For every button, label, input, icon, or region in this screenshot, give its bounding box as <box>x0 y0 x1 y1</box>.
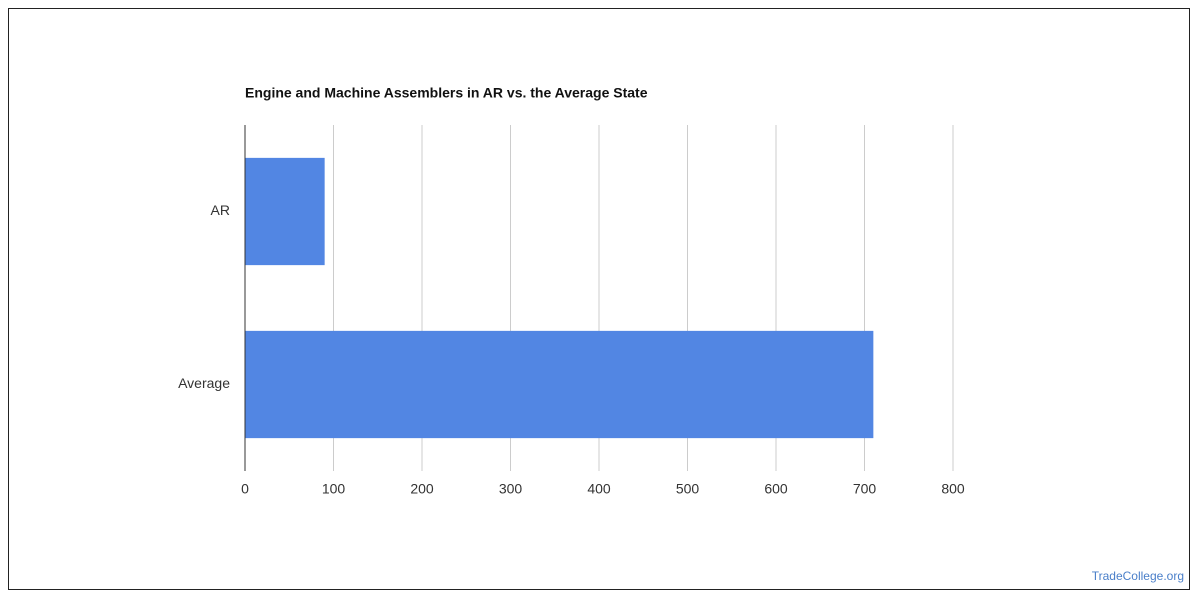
credit: TradeCollege.org <box>1092 569 1184 583</box>
x-tick-label: 200 <box>410 481 434 497</box>
x-tick-label: 100 <box>322 481 346 497</box>
y-tick-label: AR <box>211 202 230 218</box>
x-tick-label: 700 <box>853 481 877 497</box>
y-tick-label: Average <box>178 375 230 391</box>
x-tick-label: 600 <box>764 481 788 497</box>
x-tick-label: 0 <box>241 481 249 497</box>
chart-title: Engine and Machine Assemblers in AR vs. … <box>245 85 648 101</box>
bar <box>245 157 325 266</box>
x-tick-label: 500 <box>676 481 700 497</box>
x-tick-label: 400 <box>587 481 611 497</box>
x-tick-label: 800 <box>941 481 965 497</box>
bar <box>245 330 874 439</box>
x-tick-label: 300 <box>499 481 523 497</box>
